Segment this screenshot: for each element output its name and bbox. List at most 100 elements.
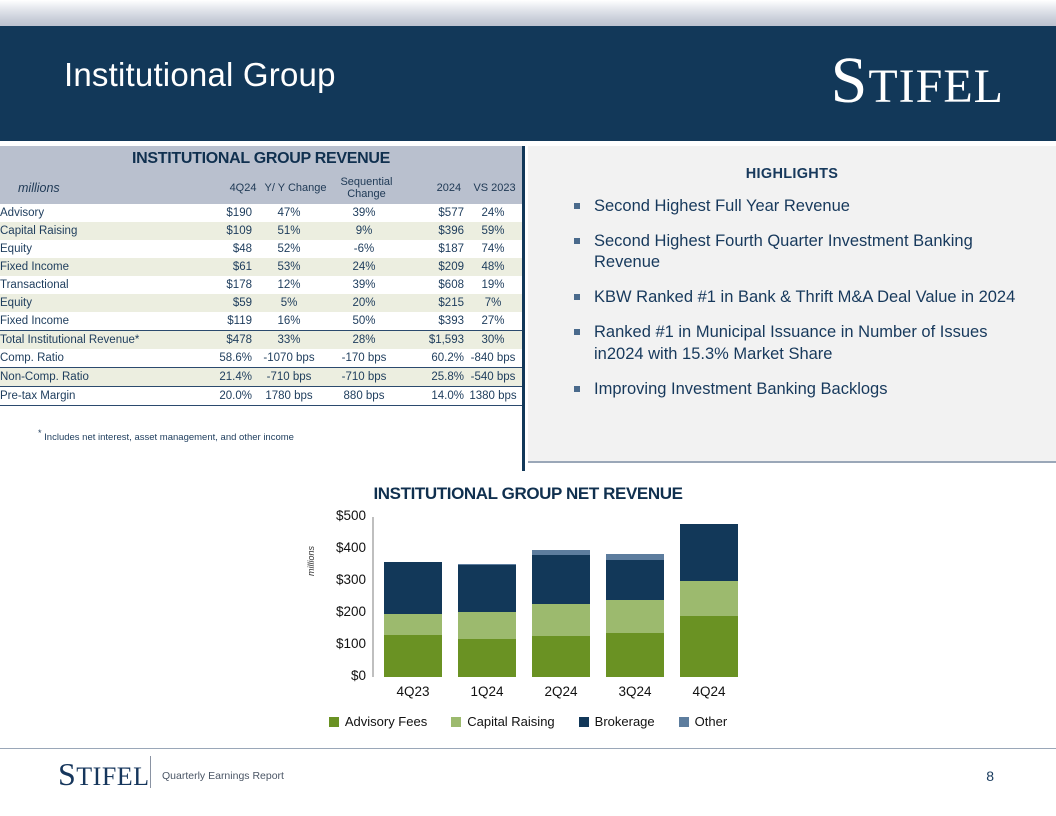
page-title: Institutional Group	[64, 56, 336, 93]
slide-header: Institutional Group STIFEL	[0, 26, 1056, 141]
table-cell: $119	[192, 312, 252, 331]
highlights-underline	[528, 461, 1056, 463]
y-tick-label: $0	[350, 668, 366, 683]
row-label: Transactional	[0, 276, 192, 294]
highlight-item-text: Second Highest Fourth Quarter Investment…	[594, 232, 973, 272]
y-tick-label: $500	[335, 508, 366, 523]
table-cell: 19%	[464, 276, 522, 294]
table-cell: -710 bps	[326, 367, 402, 387]
table-cell: 880 bps	[326, 386, 402, 406]
table-cell: 51%	[252, 222, 326, 240]
table-row: Equity $59 5% 20% $215 7%	[0, 294, 522, 312]
x-tick-label: 2Q24	[544, 684, 578, 699]
table-row: Fixed Income $119 16% 50% $393 27%	[0, 312, 522, 331]
y-tick-label: $400	[335, 540, 366, 555]
table-cell: 12%	[252, 276, 326, 294]
table-cell: 1780 bps	[252, 386, 326, 406]
column-header-2024: 2024	[436, 182, 462, 194]
bar-segment-advisory-fees	[532, 636, 590, 677]
row-label: Fixed Income	[0, 258, 192, 276]
x-tick-label: 3Q24	[618, 684, 652, 699]
bar-segment-advisory-fees	[384, 635, 442, 677]
highlight-item-text: Ranked #1 in Municipal Issuance in Numbe…	[594, 323, 988, 363]
table-row: Transactional $178 12% 39% $608 19%	[0, 276, 522, 294]
highlight-item-text: KBW Ranked #1 in Bank & Thrift M&A Deal …	[594, 288, 1016, 307]
bar-segment-brokerage	[384, 561, 442, 614]
footer-divider-line	[0, 748, 1056, 749]
footer-stifel-logo: STIFEL	[58, 756, 150, 792]
x-tick-label: 1Q24	[470, 684, 504, 699]
net-revenue-chart: INSTITUTIONAL GROUP NET REVENUE millions…	[0, 474, 1056, 740]
highlights-panel: HIGHLIGHTS Second Highest Full Year Reve…	[528, 146, 1056, 461]
chart-bar	[532, 550, 590, 677]
y-tick-label: $100	[335, 636, 366, 651]
table-row: Capital Raising $109 51% 9% $396 59%	[0, 222, 522, 240]
row-label: Equity	[0, 294, 192, 312]
table-row: Fixed Income $61 53% 24% $209 48%	[0, 258, 522, 276]
chart-plot-area: millions $0 $100 $200 $300 $400 $500 4Q23 1Q24…	[306, 508, 750, 699]
chart-bar	[606, 553, 664, 677]
revenue-table-panel: INSTITUTIONAL GROUP REVENUE millions 4Q2…	[0, 146, 525, 471]
top-gradient-strip	[0, 0, 1056, 26]
legend-swatch	[678, 716, 689, 727]
row-label: Total Institutional Revenue*	[0, 330, 192, 349]
legend-swatch	[578, 716, 589, 727]
table-cell: $478	[192, 330, 252, 349]
table-cell: 30%	[464, 330, 522, 349]
table-cell: 52%	[252, 240, 326, 258]
table-cell: -1070 bps	[252, 349, 326, 368]
table-cell: $190	[192, 204, 252, 222]
row-label: Equity	[0, 240, 192, 258]
table-cell: -710 bps	[252, 367, 326, 387]
chart-bar	[384, 561, 442, 677]
chart-title: INSTITUTIONAL GROUP NET REVENUE	[373, 484, 683, 503]
table-cell: $109	[192, 222, 252, 240]
row-label: Comp. Ratio	[0, 349, 192, 368]
y-tick-label: $200	[335, 604, 366, 619]
table-cell: 1380 bps	[464, 386, 522, 406]
table-row: Equity $48 52% -6% $187 74%	[0, 240, 522, 258]
bar-segment-advisory-fees	[606, 632, 664, 677]
table-cell: 74%	[464, 240, 522, 258]
row-label: Advisory	[0, 204, 192, 222]
highlight-item-text: Improving Investment Banking Backlogs	[594, 379, 888, 398]
highlight-item: Second Highest Full Year Revenue	[574, 196, 1016, 217]
footer-report-label: Quarterly Earnings Report	[162, 770, 284, 782]
bullet-icon	[574, 329, 580, 336]
revenue-table-header-row: millions 4Q24 Y/ Y Change Sequential Cha…	[0, 172, 522, 204]
highlights-title: HIGHLIGHTS	[745, 166, 839, 182]
table-cell: 39%	[326, 204, 402, 222]
bar-segment-other	[458, 563, 516, 566]
table-cell: 60.2%	[402, 349, 464, 368]
table-cell: $59	[192, 294, 252, 312]
revenue-table-title: INSTITUTIONAL GROUP REVENUE	[0, 146, 522, 172]
table-cell: $396	[402, 222, 464, 240]
bar-segment-brokerage	[532, 554, 590, 605]
table-cell: 7%	[464, 294, 522, 312]
column-header-vs-2023: VS 2023	[473, 182, 516, 194]
table-cell: $178	[192, 276, 252, 294]
table-cell: 20%	[326, 294, 402, 312]
bar-segment-capital-raising	[680, 581, 738, 617]
bar-segment-capital-raising	[458, 611, 516, 639]
bar-segment-brokerage	[458, 565, 516, 612]
table-cell: $393	[402, 312, 464, 331]
bar-segment-brokerage	[606, 559, 664, 601]
legend-swatch	[328, 716, 339, 727]
table-row: Non-Comp. Ratio 21.4% -710 bps -710 bps 25.8…	[0, 367, 522, 387]
table-cell: 5%	[252, 294, 326, 312]
table-cell: -170 bps	[326, 349, 402, 368]
y-tick-label: $300	[335, 572, 366, 587]
stifel-logo: STIFEL	[830, 44, 1004, 117]
bullet-icon	[574, 385, 580, 392]
highlight-item: Second Highest Fourth Quarter Investment…	[574, 231, 1016, 273]
chart-bar	[680, 524, 738, 677]
table-cell: 28%	[326, 330, 402, 349]
table-cell: 48%	[464, 258, 522, 276]
table-cell: 24%	[464, 204, 522, 222]
highlight-item: Improving Investment Banking Backlogs	[574, 379, 1016, 400]
table-cell: -6%	[326, 240, 402, 258]
table-cell: 50%	[326, 312, 402, 331]
chart-y-axis-line	[372, 517, 374, 677]
legend-label: Other	[694, 714, 728, 729]
